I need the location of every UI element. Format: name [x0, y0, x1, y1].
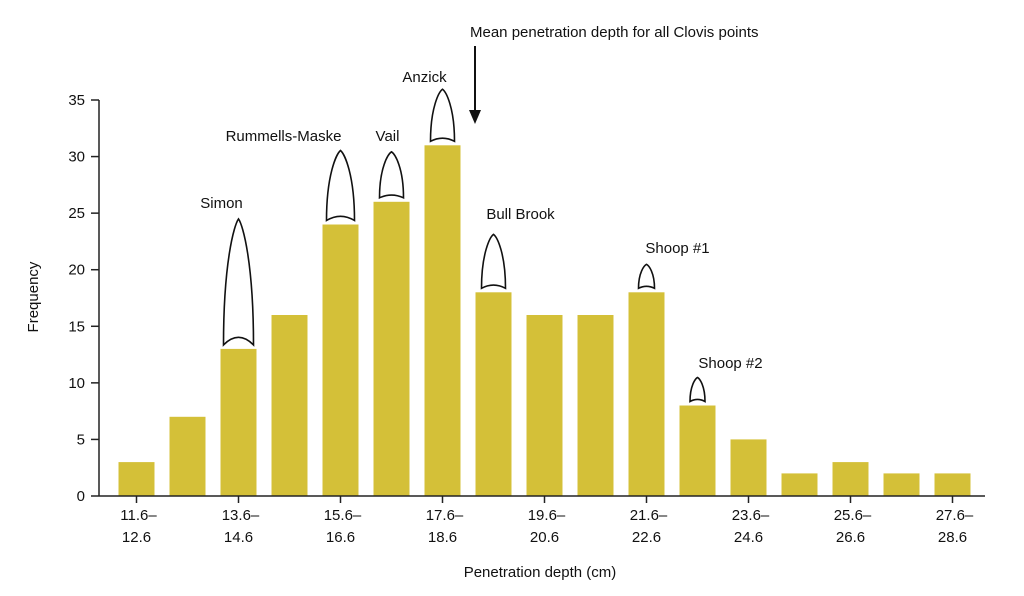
y-tick-label: 10 [68, 375, 85, 392]
x-tick-label-top: 15.6– [324, 507, 362, 524]
down-arrow-icon [469, 110, 481, 124]
y-tick-label: 25 [68, 205, 85, 222]
annotation-label: Shoop #1 [645, 240, 709, 257]
annotation-label: Rummells-Maske [226, 128, 342, 145]
x-tick-label-top: 27.6– [936, 507, 974, 524]
x-tick-label-bottom: 24.6 [734, 529, 763, 546]
point-outline-icon [429, 88, 456, 143]
bar-22.6–23.6 [679, 405, 716, 496]
bars-group [118, 145, 971, 497]
point-outline-icon [480, 233, 507, 290]
x-tick-label-bottom: 12.6 [122, 529, 151, 546]
x-tick-label-bottom: 18.6 [428, 529, 457, 546]
y-tick-label: 5 [77, 431, 85, 448]
bar-18.6–19.6 [475, 292, 512, 496]
point-outline-icon [637, 263, 656, 290]
annotation-label: Simon [200, 195, 243, 212]
x-tick-label-top: 19.6– [528, 507, 566, 524]
bar-17.6–18.6 [424, 145, 461, 497]
point-outline-icon [378, 150, 405, 200]
annotations-group: Simon Rummells-Maske Vail Anzick Bull Brook S… [200, 24, 763, 403]
x-tick-label-bottom: 20.6 [530, 529, 559, 546]
y-tick-label: 30 [68, 149, 85, 166]
x-tick-label-top: 25.6– [834, 507, 872, 524]
annotation-label: Vail [376, 128, 400, 145]
x-tick-label-bottom: 26.6 [836, 529, 865, 546]
bar-14.6–15.6 [271, 315, 308, 496]
bar-23.6–24.6 [730, 439, 767, 496]
annotation-label: Shoop #2 [698, 355, 762, 372]
bar-16.6–17.6 [373, 201, 410, 497]
x-tick-label-bottom: 28.6 [938, 529, 967, 546]
y-axis-title: Frequency [25, 261, 42, 332]
bar-24.6–25.6 [781, 473, 818, 496]
annotation-label: Bull Brook [486, 206, 555, 223]
bar-11.6–12.6 [118, 462, 155, 496]
mean-marker-label: Mean penetration depth for all Clovis po… [470, 24, 759, 41]
bar-13.6–14.6 [220, 348, 257, 496]
bar-25.6–26.6 [832, 462, 869, 496]
bar-12.6–13.6 [169, 416, 206, 496]
point-outline-icon [689, 376, 706, 403]
y-tick-label: 35 [68, 92, 85, 109]
annotation-label: Anzick [402, 69, 447, 86]
x-tick-label-top: 11.6– [120, 507, 157, 524]
x-axis-title: Penetration depth (cm) [464, 564, 617, 581]
bar-26.6–27.6 [883, 473, 920, 496]
y-tick-label: 0 [77, 488, 85, 505]
axes-group: 0 5 10 15 20 25 30 35 11.6– 12.6 13.6– 14.6 15.6– 16.… [68, 92, 985, 546]
x-tick-label-top: 21.6– [630, 507, 668, 524]
x-tick-label-top: 17.6– [426, 507, 464, 524]
point-outline-icon [222, 217, 255, 347]
bar-21.6–22.6 [628, 292, 665, 496]
bar-27.6–28.6 [934, 473, 971, 496]
x-tick-label-bottom: 14.6 [224, 529, 253, 546]
x-tick-label-top: 13.6– [222, 507, 260, 524]
bar-15.6–16.6 [322, 224, 359, 496]
y-tick-label: 15 [68, 318, 85, 335]
bar-20.6–21.6 [577, 315, 614, 496]
point-outline-icon [325, 149, 356, 222]
x-tick-label-bottom: 22.6 [632, 529, 661, 546]
x-tick-label-bottom: 16.6 [326, 529, 355, 546]
y-tick-label: 20 [68, 262, 85, 279]
x-tick-label-top: 23.6– [732, 507, 770, 524]
bar-19.6–20.6 [526, 315, 563, 496]
